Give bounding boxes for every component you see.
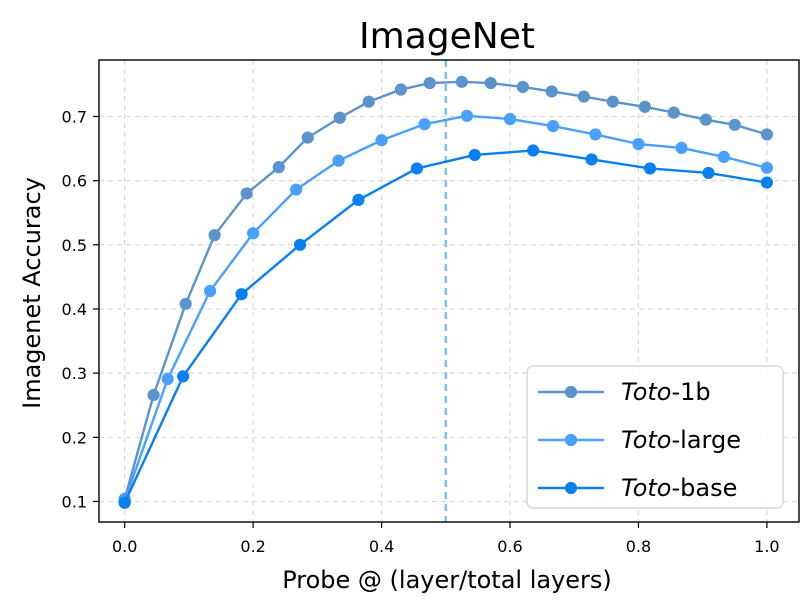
axes-layer: 0.0 0.2 0.4 0.6 0.8 1.0 0.1 0.2 0.3 0.4 0.5 0.6 0.7 [62,59,800,556]
x-tick-label-5: 1.0 [754,537,779,556]
series-point-toto-1b-11 [455,75,468,88]
y-tick-label-1: 0.2 [62,428,87,447]
series-point-toto-large-9 [503,112,517,126]
series-point-toto-base-3 [293,238,307,251]
series-point-toto-large-14 [717,150,730,163]
y-tick-label-4: 0.5 [62,236,87,255]
series-point-toto-large-7 [418,118,431,131]
legend-marker-toto-base [564,481,578,495]
series-point-toto-1b-6 [301,131,314,144]
series-toto-large [118,109,773,507]
series-point-toto-base-2 [235,288,248,301]
legend-item-toto-base: Toto-base [537,474,737,502]
legend-label-suffix-toto-1b: -1b [671,378,710,406]
series-point-toto-1b-12 [484,77,497,90]
legend-label-prefix-toto-large: Toto [621,426,671,454]
series-point-toto-large-3 [247,227,260,240]
chart-title: ImageNet [359,16,535,57]
series-toto-base [118,144,773,509]
legend-label-toto-large: Toto-large [621,426,741,454]
series-point-toto-large-12 [632,137,645,151]
y-tick-label-2: 0.3 [62,364,87,383]
x-tick-label-1: 0.2 [240,537,265,556]
series-point-toto-1b-10 [423,77,436,90]
series-point-toto-large-8 [460,109,474,122]
series-point-toto-large-1 [161,372,174,386]
series-point-toto-1b-13 [516,80,529,94]
series-point-toto-1b-1 [147,388,160,402]
series-point-toto-base-7 [527,144,540,157]
legend-label-toto-1b: Toto-1b [621,378,711,406]
series-point-toto-base-6 [468,148,481,162]
legend-label-toto-base: Toto-base [621,474,737,502]
series-line-toto-large [123,114,769,503]
x-tick-label-0: 0.0 [112,537,137,556]
legend-label-suffix-toto-base: -base [671,474,737,502]
series-point-toto-base-0 [118,496,131,509]
legend-label-suffix-toto-large: -large [671,426,740,454]
x-tick-label-4: 0.8 [626,537,651,556]
series-point-toto-large-11 [589,128,602,141]
series-point-toto-base-8 [585,153,598,166]
series-point-toto-base-4 [352,193,365,206]
series-point-toto-1b-3 [208,229,221,242]
y-tick-label-0: 0.1 [62,492,87,511]
series-point-toto-large-15 [760,161,773,174]
series-point-toto-1b-21 [760,128,773,141]
legend-box [526,365,784,509]
series-point-toto-1b-7 [333,111,346,124]
series-line-toto-1b [123,80,769,501]
x-axis-label: Probe @ (layer/total layers) [282,566,612,594]
series-point-toto-base-11 [760,176,773,189]
series-point-toto-1b-18 [667,106,680,119]
series-point-toto-large-2 [204,284,217,298]
series-point-toto-large-10 [546,119,560,133]
series-point-toto-1b-9 [394,83,407,96]
series-point-toto-base-5 [410,162,423,175]
series-point-toto-1b-19 [699,113,712,126]
series-point-toto-large-6 [375,134,388,147]
legend-marker-toto-large [564,433,578,447]
series-point-toto-base-1 [177,370,190,383]
x-tick-label-3: 0.6 [497,537,522,556]
series-point-toto-1b-5 [272,161,285,174]
series-point-toto-1b-15 [577,90,590,103]
legend-item-toto-large: Toto-large [537,426,741,454]
series-point-toto-base-9 [643,162,657,175]
series-point-toto-1b-20 [728,118,741,131]
series-point-toto-1b-4 [240,187,253,200]
series-point-toto-1b-2 [179,297,192,310]
series-point-toto-large-4 [290,183,303,196]
y-tick-label-5: 0.6 [62,172,87,191]
series-point-toto-large-5 [332,154,345,167]
legend-item-toto-1b: Toto-1b [537,378,711,406]
series-toto-1b [118,75,773,505]
plot-layer [118,75,773,509]
series-point-toto-1b-17 [638,100,651,113]
legend-label-prefix-toto-1b: Toto [621,378,671,406]
series-point-toto-1b-14 [545,85,558,98]
plot-frame [98,59,800,523]
y-tick-label-6: 0.7 [62,107,87,126]
series-point-toto-1b-8 [362,95,375,108]
legend-marker-toto-1b [564,385,578,399]
series-point-toto-large-13 [675,141,688,155]
y-axis-label: Imagenet Accuracy [18,177,46,409]
y-tick-label-3: 0.4 [62,300,87,319]
legend-label-prefix-toto-base: Toto [621,474,671,502]
series-line-toto-base [123,149,769,504]
series-point-toto-1b-16 [606,95,619,108]
x-tick-label-2: 0.4 [369,537,394,556]
series-point-toto-base-10 [702,166,715,180]
